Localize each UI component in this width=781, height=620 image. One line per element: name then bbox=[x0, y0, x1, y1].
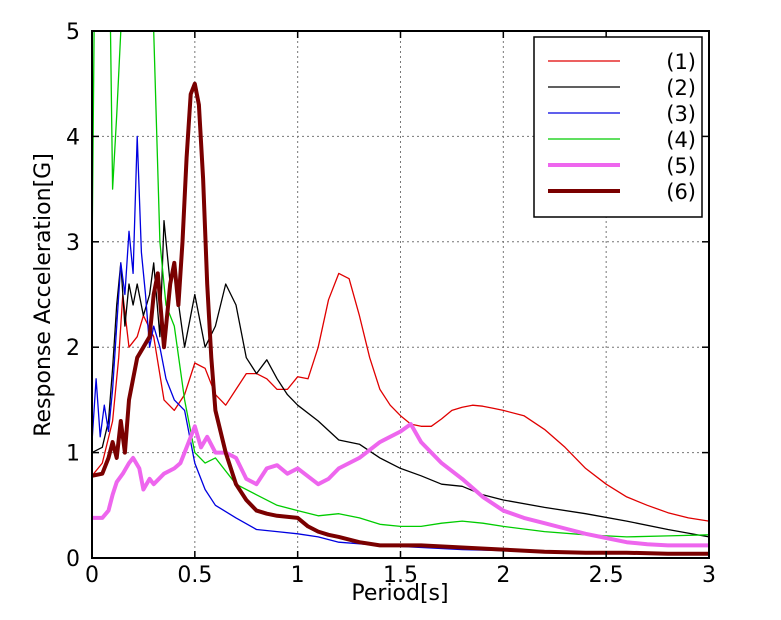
x-tick-label: 0.5 bbox=[177, 563, 212, 588]
x-tick-label: 0 bbox=[85, 563, 99, 588]
y-tick-label: 5 bbox=[66, 20, 80, 45]
legend-label-6: (6) bbox=[666, 180, 696, 204]
series-line-2 bbox=[92, 220, 709, 538]
y-tick-label: 4 bbox=[66, 125, 80, 150]
legend-box bbox=[533, 36, 703, 218]
series-lines bbox=[92, 31, 709, 556]
legend-label-2: (2) bbox=[666, 76, 696, 100]
series-line-4 bbox=[92, 31, 709, 538]
legend-label-4: (4) bbox=[666, 128, 696, 152]
y-tick-label: 3 bbox=[66, 231, 80, 256]
legend: (1)(2)(3)(4)(5)(6) bbox=[533, 36, 703, 218]
x-tick-label: 1 bbox=[291, 563, 305, 588]
axis-ticks: 0 0.5 1 1.5 2 2.5 3 0 1 2 3 4 5 bbox=[66, 20, 716, 588]
y-axis-title: Response Acceleration[G] bbox=[31, 153, 56, 437]
y-tick-label: 1 bbox=[66, 442, 80, 467]
legend-label-3: (3) bbox=[666, 102, 696, 126]
series-line-1 bbox=[92, 272, 709, 522]
series-line-6 bbox=[92, 81, 709, 556]
x-tick-label: 2.5 bbox=[589, 563, 624, 588]
series-line-3 bbox=[92, 135, 709, 555]
legend-label-1: (1) bbox=[666, 50, 696, 74]
series-line-5 bbox=[92, 422, 709, 548]
y-tick-label: 0 bbox=[66, 547, 80, 572]
y-tick-label: 2 bbox=[66, 336, 80, 361]
x-tick-label: 1.5 bbox=[383, 563, 418, 588]
x-tick-label: 2 bbox=[496, 563, 510, 588]
x-axis-title: Period[s] bbox=[351, 581, 448, 606]
legend-label-5: (5) bbox=[666, 154, 696, 178]
x-tick-label: 3 bbox=[702, 563, 716, 588]
